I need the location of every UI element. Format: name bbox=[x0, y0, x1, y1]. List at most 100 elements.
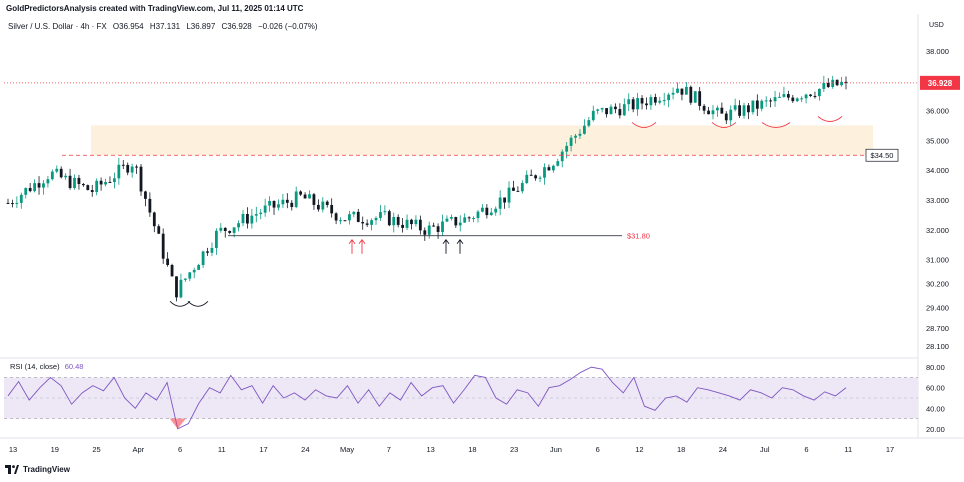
time-tick-label: 11 bbox=[844, 445, 852, 454]
pattern-arc bbox=[169, 301, 191, 307]
candle-body bbox=[605, 108, 608, 115]
candle-body bbox=[418, 219, 422, 231]
candle-body bbox=[303, 194, 307, 199]
currency-label[interactable]: USD bbox=[929, 22, 944, 29]
symbol-info: Silver / U.S. Dollar · 4h · FX O36.954 H… bbox=[8, 22, 322, 31]
rsi-tick-label: 80.00 bbox=[926, 363, 945, 372]
candle-body bbox=[817, 88, 821, 97]
candle-body bbox=[618, 109, 622, 116]
candle-body bbox=[441, 221, 444, 232]
candle-body bbox=[250, 215, 254, 224]
candle-body bbox=[157, 226, 161, 234]
price-tick-label: 28.700 bbox=[926, 324, 949, 333]
candle-body bbox=[733, 105, 737, 110]
candle-body bbox=[458, 222, 462, 226]
candle-body bbox=[658, 100, 662, 103]
candle-body bbox=[489, 212, 493, 216]
tradingview-brand[interactable]: TradingView bbox=[5, 465, 70, 474]
candle-body bbox=[15, 202, 19, 204]
candle-body bbox=[835, 79, 839, 86]
candle-body bbox=[583, 125, 586, 134]
candle-body bbox=[214, 230, 218, 248]
candle-body bbox=[804, 94, 808, 99]
up-arrow-icon bbox=[456, 238, 464, 254]
candle-body bbox=[769, 100, 773, 102]
time-tick-label: 13 bbox=[426, 445, 434, 454]
candle-body bbox=[591, 110, 595, 121]
time-tick-label: 17 bbox=[259, 445, 267, 454]
candle-body bbox=[755, 100, 759, 109]
candle-body bbox=[716, 107, 719, 111]
candle-body bbox=[130, 166, 134, 173]
symbol-name[interactable]: Silver / U.S. Dollar · 4h · FX bbox=[8, 22, 107, 31]
candle-body bbox=[219, 227, 223, 231]
candle-body bbox=[148, 198, 152, 213]
resistance-zone bbox=[91, 125, 873, 156]
candle-body bbox=[507, 187, 511, 203]
candle-body bbox=[259, 212, 263, 215]
candle-body bbox=[308, 194, 311, 199]
candle-body bbox=[764, 100, 768, 102]
candle-body bbox=[55, 168, 59, 172]
rsi-oversold-fill bbox=[169, 418, 186, 429]
candle-body bbox=[290, 202, 294, 208]
candle-body bbox=[565, 145, 569, 152]
pattern-arc bbox=[761, 122, 791, 128]
candle-body bbox=[414, 219, 418, 225]
resistance-label-box bbox=[865, 148, 899, 162]
candle-body bbox=[551, 165, 555, 171]
candle-body bbox=[782, 94, 786, 97]
candle-body bbox=[445, 218, 449, 222]
candle-body bbox=[423, 230, 427, 235]
candle-body bbox=[538, 177, 542, 179]
candle-body bbox=[179, 279, 183, 298]
candle-body bbox=[268, 200, 271, 206]
candle-body bbox=[113, 178, 116, 183]
tradingview-logo-icon bbox=[5, 465, 19, 474]
candle-body bbox=[636, 98, 640, 110]
candle-body bbox=[392, 216, 396, 226]
candle-body bbox=[126, 164, 130, 173]
candle-body bbox=[760, 100, 764, 109]
candle-body bbox=[285, 199, 289, 203]
candle-body bbox=[365, 223, 369, 225]
candle-body bbox=[747, 105, 750, 113]
candle-body bbox=[724, 113, 728, 121]
candle-body bbox=[742, 105, 746, 116]
time-tick-label: 24 bbox=[719, 445, 727, 454]
high-value: H37.131 bbox=[149, 22, 181, 31]
time-tick-label: May bbox=[340, 445, 354, 454]
candles bbox=[6, 75, 848, 302]
candle-body bbox=[299, 191, 303, 195]
candle-body bbox=[707, 110, 710, 115]
rsi-legend[interactable]: RSI (14, close) 60.48 bbox=[10, 362, 83, 371]
candle-body bbox=[671, 92, 675, 95]
candle-body bbox=[627, 99, 631, 105]
price-tick-label: 36.000 bbox=[926, 107, 949, 116]
candle-body bbox=[241, 214, 245, 224]
time-tick-label: 24 bbox=[301, 445, 309, 454]
candle-body bbox=[693, 91, 697, 103]
candle-body bbox=[795, 98, 799, 102]
pattern-arc bbox=[187, 301, 209, 307]
candle-body bbox=[374, 217, 378, 221]
candle-body bbox=[99, 180, 103, 185]
candle-body bbox=[463, 217, 467, 223]
low-value: L36.897 bbox=[186, 22, 216, 31]
candle-body bbox=[294, 191, 298, 208]
candle-body bbox=[77, 177, 81, 184]
candle-body bbox=[525, 174, 529, 184]
candle-body bbox=[370, 220, 373, 225]
candle-body bbox=[662, 100, 666, 102]
candle-body bbox=[653, 97, 657, 103]
candle-body bbox=[529, 174, 533, 176]
time-tick-label: 6 bbox=[178, 445, 182, 454]
candle-body bbox=[454, 217, 458, 226]
candle-body bbox=[826, 82, 830, 87]
candle-body bbox=[609, 106, 613, 115]
candle-body bbox=[547, 167, 551, 171]
candle-body bbox=[201, 251, 205, 265]
candle-body bbox=[432, 225, 436, 227]
candle-body bbox=[596, 109, 600, 111]
